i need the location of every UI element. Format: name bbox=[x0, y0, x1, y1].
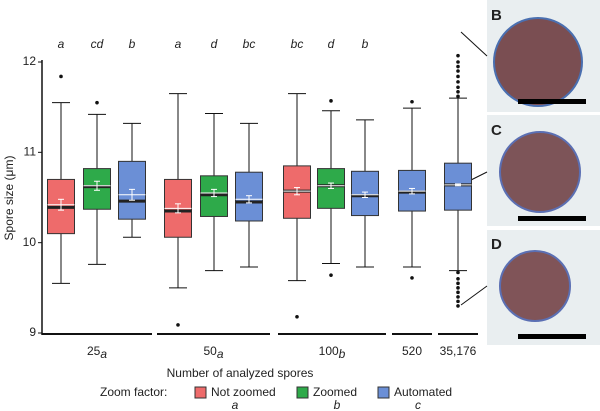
mean-marker bbox=[351, 191, 379, 198]
outlier bbox=[456, 94, 460, 99]
significance-letter: a bbox=[175, 37, 182, 51]
legend-label: Zoomed bbox=[313, 385, 357, 399]
outlier bbox=[410, 276, 414, 280]
x-axis-label: Number of analyzed spores bbox=[167, 366, 314, 380]
outlier bbox=[410, 99, 414, 104]
group-label: 520 bbox=[402, 344, 422, 358]
panel-label: C bbox=[491, 122, 502, 139]
significance-letter: a bbox=[58, 37, 65, 51]
outlier bbox=[329, 99, 333, 103]
outlier bbox=[456, 304, 460, 308]
significance-letter: cd bbox=[91, 37, 104, 51]
outlier bbox=[456, 74, 460, 79]
outlier bbox=[295, 314, 299, 319]
significance-letter: d bbox=[211, 37, 218, 51]
outlier bbox=[456, 60, 460, 64]
group-letter: b bbox=[339, 347, 346, 361]
group-letter: a bbox=[217, 347, 224, 361]
mean-marker bbox=[317, 182, 345, 189]
mean-marker bbox=[118, 188, 146, 201]
y-tick-label: 9 bbox=[29, 325, 36, 339]
outlier bbox=[329, 273, 333, 277]
outlier bbox=[456, 281, 460, 286]
scale-bar bbox=[518, 334, 586, 339]
group-letter: a bbox=[100, 347, 107, 361]
mean-marker bbox=[164, 203, 192, 214]
panel-label: B bbox=[491, 7, 502, 24]
mean-marker bbox=[47, 198, 75, 211]
mean-marker bbox=[83, 180, 111, 191]
outlier bbox=[456, 90, 460, 94]
scale-bar bbox=[518, 216, 586, 221]
y-tick-label: 10 bbox=[23, 235, 37, 249]
mean-marker bbox=[444, 183, 472, 187]
arrow bbox=[460, 31, 488, 57]
legend-swatch bbox=[194, 386, 207, 399]
y-axis-label: Spore size (μm) bbox=[2, 156, 16, 241]
spore bbox=[493, 17, 583, 107]
outlier bbox=[176, 323, 180, 327]
scale-bar bbox=[518, 99, 586, 104]
significance-letter: bc bbox=[243, 37, 256, 51]
spore bbox=[499, 131, 581, 213]
y-tick-label: 12 bbox=[23, 54, 37, 68]
group-count: 100 bbox=[319, 344, 339, 358]
panel-label: D bbox=[491, 236, 502, 253]
outlier bbox=[456, 277, 460, 281]
outlier bbox=[456, 286, 460, 290]
group-count: 50 bbox=[203, 344, 217, 358]
legend-swatch bbox=[377, 386, 390, 399]
legend-swatch bbox=[296, 386, 309, 399]
group-count: 520 bbox=[402, 344, 422, 358]
mean-marker bbox=[283, 187, 311, 196]
legend-label: Not zoomed bbox=[211, 385, 276, 399]
legend-letter: b bbox=[334, 398, 341, 411]
outlier bbox=[59, 74, 63, 79]
significance-letter: b bbox=[362, 37, 369, 51]
spore bbox=[499, 250, 571, 322]
group-label: 25a bbox=[87, 344, 107, 361]
legend-letter: c bbox=[415, 398, 421, 411]
outlier bbox=[456, 290, 460, 295]
photo-panels bbox=[460, 0, 600, 345]
legend-letter: a bbox=[232, 398, 239, 411]
outlier bbox=[456, 64, 460, 69]
group-count: 35,176 bbox=[440, 344, 477, 358]
arrow bbox=[460, 285, 488, 306]
outlier bbox=[456, 80, 460, 84]
outlier bbox=[456, 270, 460, 275]
legend-title: Zoom factor: bbox=[100, 385, 167, 399]
mean-marker bbox=[235, 195, 263, 204]
group-label: 35,176 bbox=[440, 344, 477, 358]
legend-label: Automated bbox=[394, 385, 452, 399]
group-label: 100b bbox=[319, 344, 346, 361]
group-count: 25 bbox=[87, 344, 101, 358]
mean-marker bbox=[200, 188, 228, 198]
outlier bbox=[456, 85, 460, 90]
y-tick-label: 11 bbox=[24, 145, 37, 159]
outlier bbox=[456, 53, 460, 58]
outlier bbox=[456, 295, 460, 299]
mean-marker bbox=[398, 187, 426, 195]
significance-letter: b bbox=[129, 37, 136, 51]
outlier bbox=[456, 299, 460, 304]
group-label: 50a bbox=[203, 344, 223, 361]
significance-letter: bc bbox=[291, 37, 304, 51]
outlier bbox=[95, 100, 99, 105]
significance-letter: d bbox=[328, 37, 335, 51]
box bbox=[444, 162, 472, 211]
outlier bbox=[456, 69, 460, 73]
